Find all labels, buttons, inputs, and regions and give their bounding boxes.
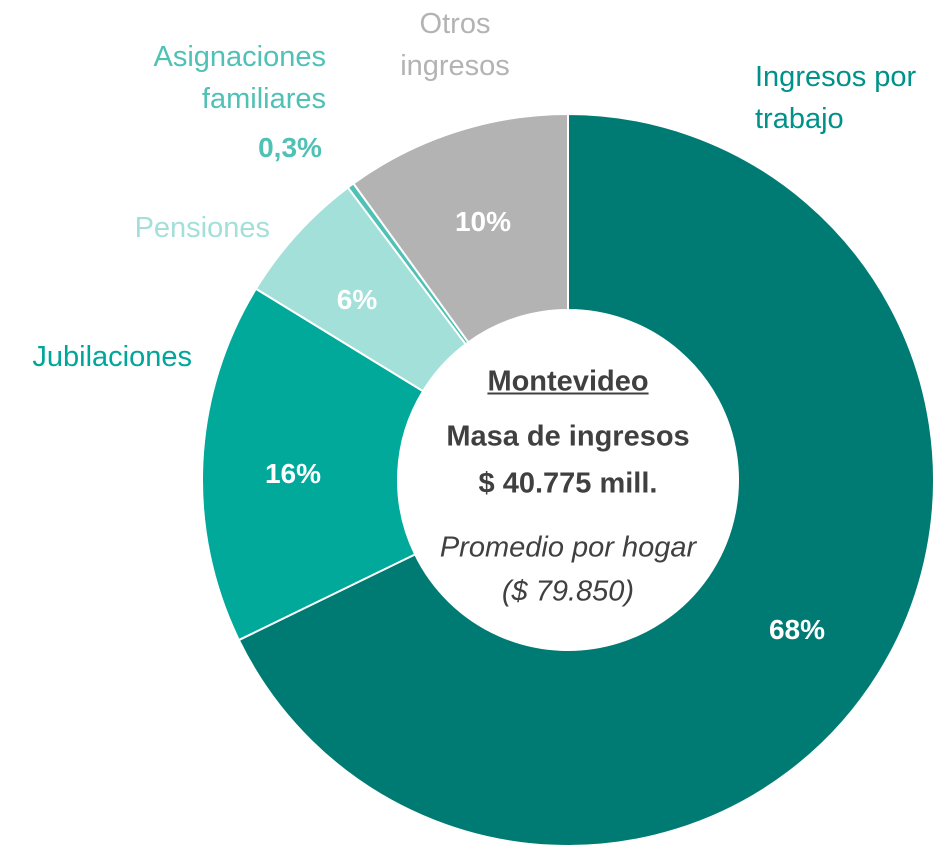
value-label: 10% <box>454 206 512 237</box>
category-label: Jubilaciones <box>32 341 192 373</box>
value-label: 16% <box>264 458 322 489</box>
center-line: Masa de ingresos <box>446 420 690 453</box>
value-label: 68% <box>768 614 826 645</box>
center-line: $ 40.775 mill. <box>478 467 658 500</box>
category-label: Otros ingresos <box>400 8 510 82</box>
category-label: Ingresos por trabajo <box>755 61 917 135</box>
center-line: ($ 79.850) <box>501 575 635 608</box>
value-label: 6% <box>336 284 378 315</box>
donut-slice <box>352 112 569 344</box>
center-line: Promedio por hogar <box>439 531 697 564</box>
center-title: Montevideo <box>487 365 649 398</box>
category-label: Pensiones <box>134 212 270 244</box>
donut-slice <box>237 112 935 846</box>
value-label: 0,3% <box>258 132 322 163</box>
category-label: Asignaciones familiares <box>153 41 327 115</box>
donut-slice <box>201 287 425 642</box>
